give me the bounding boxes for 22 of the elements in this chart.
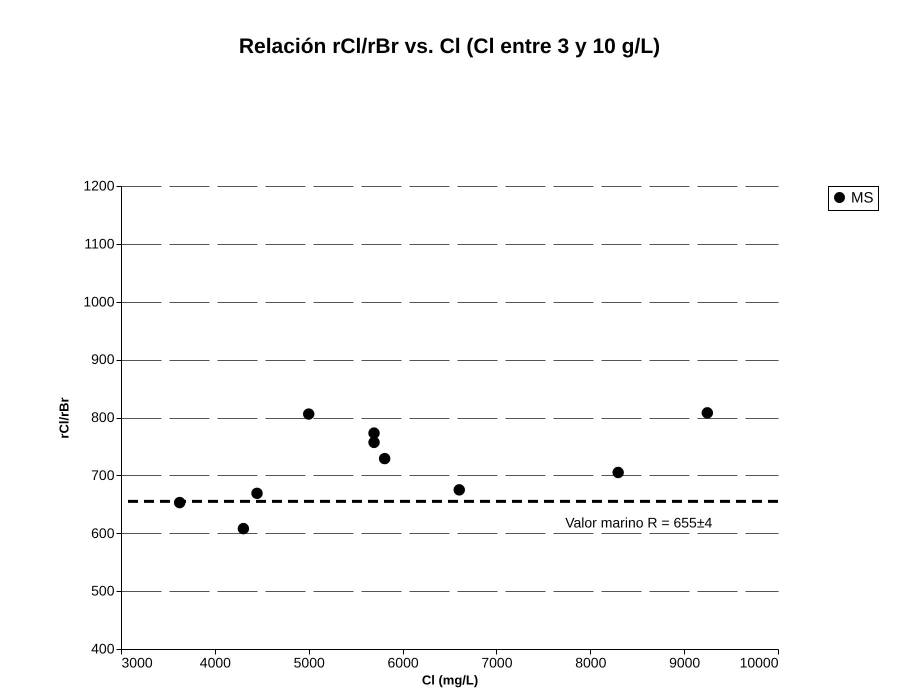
- y-tick-label: 1100: [84, 235, 115, 252]
- x-tick-label: 4000: [200, 654, 232, 670]
- y-axis-title: rCl/rBr: [56, 397, 72, 439]
- x-tick-label: 3000: [122, 654, 153, 670]
- x-tick-label: 8000: [575, 654, 607, 670]
- y-tick-label: 800: [91, 409, 115, 425]
- chart-title: Relación rCl/rBr vs. Cl (Cl entre 3 y 10 g/L): [238, 35, 660, 58]
- y-tick-label: 600: [91, 524, 115, 541]
- x-tick-label: 10000: [740, 654, 779, 670]
- legend-label: MS: [851, 190, 874, 206]
- x-tick-label: 9000: [669, 654, 700, 670]
- y-tick-label: 700: [91, 466, 115, 483]
- x-tick-label: 7000: [481, 654, 513, 670]
- y-tick-label: 400: [91, 640, 115, 656]
- y-tick-label: 1000: [83, 293, 115, 310]
- y-tick-label: 500: [91, 582, 115, 599]
- y-tick-label: 900: [91, 351, 115, 368]
- x-axis-title: Cl (mg/L): [422, 672, 478, 688]
- ref-line-label: Valor marino R = 655±4: [565, 514, 713, 530]
- y-tick-label: 1200: [83, 178, 115, 194]
- x-tick-label: 6000: [387, 654, 419, 670]
- x-tick-label: 5000: [294, 654, 325, 670]
